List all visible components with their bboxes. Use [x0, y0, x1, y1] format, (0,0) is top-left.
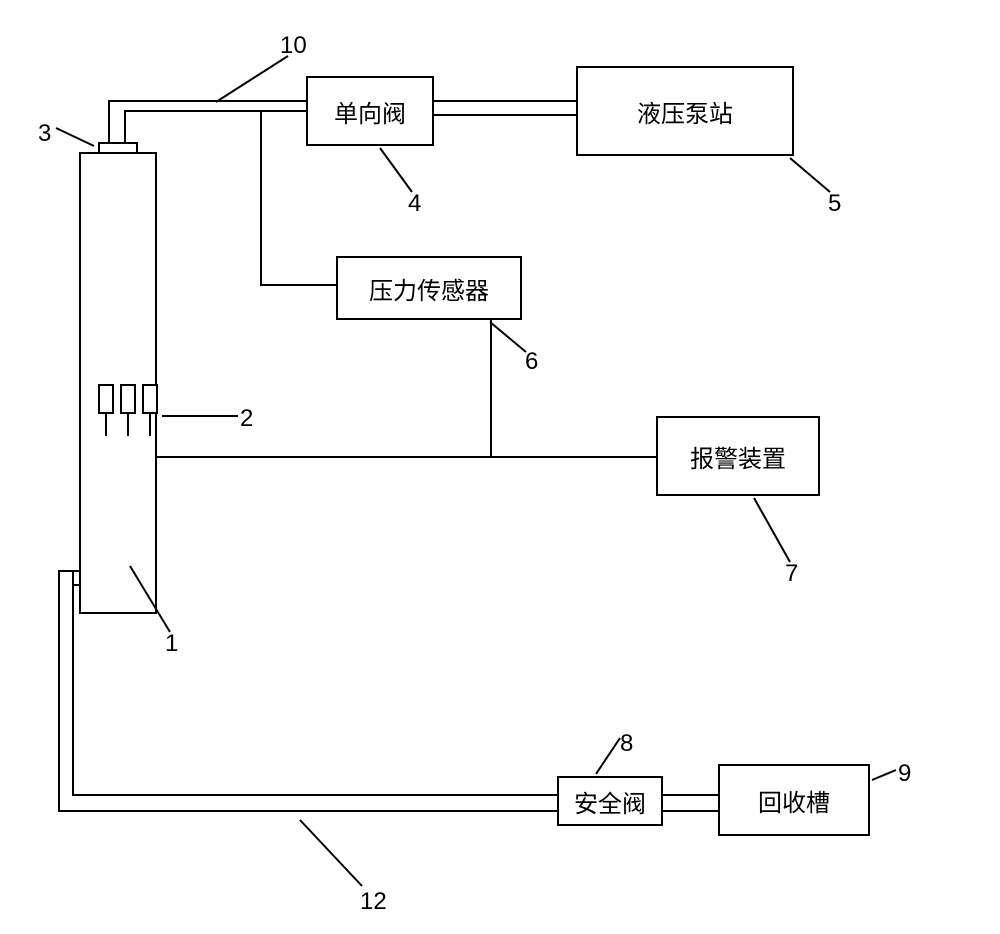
leader-line [872, 770, 896, 780]
leader-line [130, 566, 170, 632]
leader-lines-svg [0, 0, 1000, 934]
leader-line [596, 738, 620, 774]
leader-line [754, 498, 790, 562]
leader-line [490, 322, 526, 352]
leader-line [56, 128, 94, 146]
leader-line [300, 820, 362, 886]
leader-line [380, 148, 412, 192]
leader-line [216, 56, 288, 102]
leader-line [790, 158, 830, 192]
